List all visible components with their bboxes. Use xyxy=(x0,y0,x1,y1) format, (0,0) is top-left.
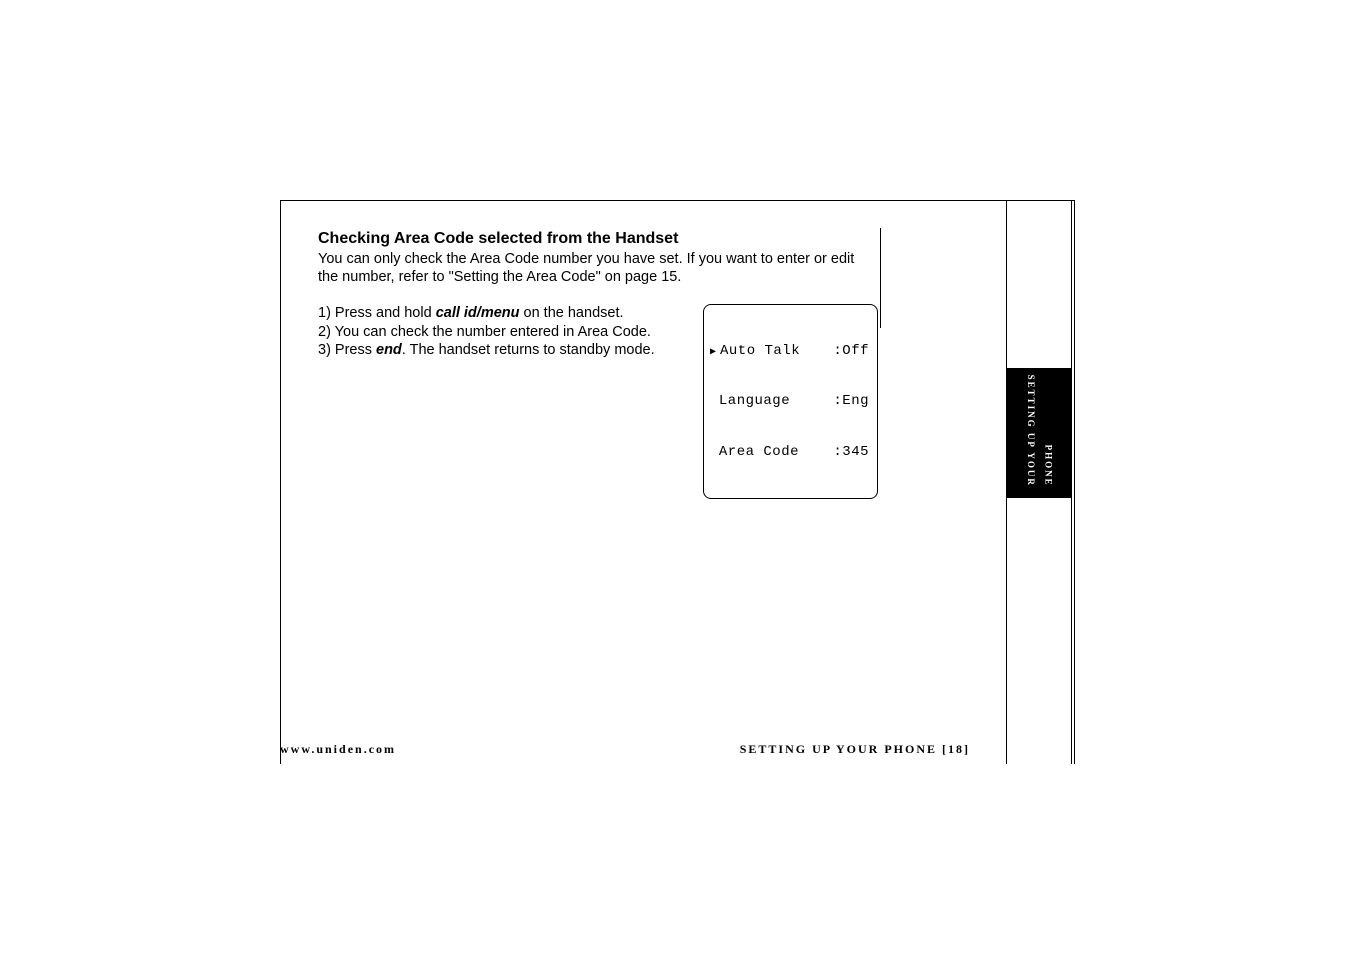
lcd-cursor-icon: ▶Auto Talk xyxy=(710,343,800,360)
step-3: 3) Press end. The handset returns to sta… xyxy=(318,341,655,360)
lcd-value-language: :Eng xyxy=(833,393,869,410)
steps-and-lcd-row: 1) Press and hold call id/menu on the ha… xyxy=(318,304,878,499)
lcd-label-language: Language xyxy=(710,393,790,410)
step-1-prefix: 1) Press and hold xyxy=(318,305,436,321)
lcd-value-auto-talk: :Off xyxy=(833,343,869,360)
section-tab-line2: PHONE xyxy=(1041,445,1055,487)
footer-section-page: SETTING UP YOUR PHONE [18] xyxy=(740,742,970,757)
step-1: 1) Press and hold call id/menu on the ha… xyxy=(318,304,655,323)
lcd-screen: ▶Auto Talk :Off Language :Eng Area Code … xyxy=(703,304,878,499)
step-1-button-ref: call id/menu xyxy=(436,305,520,321)
section-tab-label: SETTING UP YOUR PHONE xyxy=(1023,375,1054,492)
lcd-value-area-code: :345 xyxy=(833,444,869,461)
footer-url: www.uniden.com xyxy=(280,742,396,757)
section-tab-line1: SETTING UP YOUR xyxy=(1023,375,1037,487)
lcd-label-area-code: Area Code xyxy=(710,444,799,461)
lcd-label-auto-talk: Auto Talk xyxy=(720,343,800,359)
step-1-suffix: on the handset. xyxy=(520,305,624,321)
lcd-row-language: Language :Eng xyxy=(710,393,869,410)
step-3-prefix: 3) Press xyxy=(318,342,376,358)
section-body: You can only check the Area Code number … xyxy=(318,250,878,286)
section-heading: Checking Area Code selected from the Han… xyxy=(318,230,878,248)
step-3-suffix: . The handset returns to standby mode. xyxy=(402,342,655,358)
lcd-row-auto-talk: ▶Auto Talk :Off xyxy=(710,343,869,360)
section-tab: SETTING UP YOUR PHONE xyxy=(1006,368,1072,498)
steps-list: 1) Press and hold call id/menu on the ha… xyxy=(318,304,655,360)
main-content: Checking Area Code selected from the Han… xyxy=(318,230,878,499)
step-2: 2) You can check the number entered in A… xyxy=(318,323,655,342)
vertical-divider xyxy=(880,228,881,328)
lcd-row-area-code: Area Code :345 xyxy=(710,444,869,461)
page-footer: www.uniden.com SETTING UP YOUR PHONE [18… xyxy=(280,742,970,757)
step-3-button-ref: end xyxy=(376,342,402,358)
